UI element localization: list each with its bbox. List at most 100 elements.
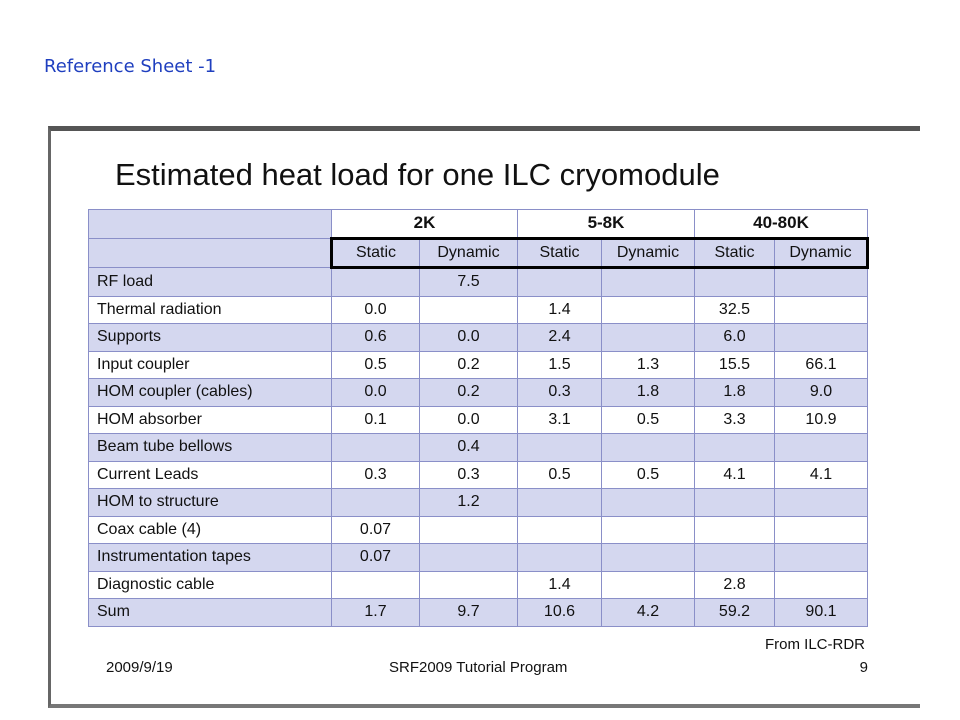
- value-cell: [331, 433, 420, 462]
- value-cell: 0.07: [331, 543, 420, 572]
- value-cell: 0.0: [331, 378, 420, 407]
- value-cell: [774, 543, 868, 572]
- value-cell: [774, 433, 868, 462]
- value-cell: 1.8: [694, 378, 775, 407]
- value-cell: 0.6: [331, 323, 420, 352]
- value-cell: [419, 295, 518, 324]
- value-cell: 3.3: [694, 405, 775, 434]
- row-label: Beam tube bellows: [88, 433, 332, 462]
- value-cell: 0.3: [419, 460, 518, 489]
- subheader-cell: Dynamic: [601, 236, 695, 269]
- value-cell: 0.0: [331, 295, 420, 324]
- table-body: RF load 7.5 Thermal radiation 0.0 1.4 32.5 Sup…: [88, 267, 868, 627]
- value-cell: 10.9: [774, 405, 868, 434]
- value-cell: 0.07: [331, 515, 420, 544]
- table-row: RF load 7.5: [88, 267, 868, 297]
- footer-program: SRF2009 Tutorial Program: [389, 659, 568, 676]
- value-cell: 4.1: [774, 460, 868, 489]
- subheader-cell: Dynamic: [419, 236, 518, 269]
- value-cell: [601, 267, 695, 297]
- group-header-2k: 2K: [331, 209, 518, 239]
- value-cell: 1.3: [601, 350, 695, 379]
- slide-title: Estimated heat load for one ILC cryomodu…: [115, 157, 720, 192]
- value-cell: [331, 267, 420, 297]
- value-cell: 3.1: [517, 405, 602, 434]
- value-cell: [517, 543, 602, 572]
- value-cell: 0.1: [331, 405, 420, 434]
- value-cell: 9.0: [774, 378, 868, 407]
- value-cell: 0.4: [419, 433, 518, 462]
- value-cell: 32.5: [694, 295, 775, 324]
- value-cell: [419, 543, 518, 572]
- value-cell: [517, 488, 602, 517]
- source-note: From ILC-RDR: [765, 636, 865, 653]
- table-group-header-row: 2K 5-8K 40-80K: [88, 209, 868, 239]
- table-row: Coax cable (4) 0.07: [88, 515, 868, 544]
- value-cell: 59.2: [694, 598, 775, 627]
- reference-sheet-title: Reference Sheet -1: [44, 56, 217, 77]
- value-cell: [694, 543, 775, 572]
- value-cell: 2.4: [517, 323, 602, 352]
- value-cell: 0.5: [331, 350, 420, 379]
- value-cell: [601, 433, 695, 462]
- value-cell: [774, 323, 868, 352]
- table-row: Supports 0.6 0.0 2.4 6.0: [88, 323, 868, 352]
- row-label: Sum: [88, 598, 332, 627]
- table-row: HOM absorber 0.1 0.0 3.1 0.5 3.3 10.9: [88, 405, 868, 434]
- value-cell: [601, 295, 695, 324]
- value-cell: 0.5: [517, 460, 602, 489]
- value-cell: 4.2: [601, 598, 695, 627]
- table-subheader-row: Static Dynamic Static Dynamic Static Dyn…: [88, 236, 869, 269]
- row-label: Current Leads: [88, 460, 332, 489]
- table-row: HOM coupler (cables) 0.0 0.2 0.3 1.8 1.8 9.0: [88, 378, 868, 407]
- value-cell: [774, 295, 868, 324]
- value-cell: [694, 433, 775, 462]
- table-row: Diagnostic cable 1.4 2.8: [88, 570, 868, 599]
- value-cell: [601, 543, 695, 572]
- subheader-cell: Static: [694, 236, 775, 269]
- value-cell: 0.3: [517, 378, 602, 407]
- value-cell: 1.2: [419, 488, 518, 517]
- row-label: RF load: [88, 267, 332, 297]
- subheader-cell: Dynamic: [774, 236, 869, 269]
- value-cell: [517, 433, 602, 462]
- value-cell: [774, 570, 868, 599]
- group-header-5-8k: 5-8K: [517, 209, 695, 239]
- subheader-cell: Static: [517, 236, 602, 269]
- row-label: Input coupler: [88, 350, 332, 379]
- value-cell: [601, 570, 695, 599]
- table-row: Input coupler 0.5 0.2 1.5 1.3 15.5 66.1: [88, 350, 868, 379]
- table-row: Sum 1.7 9.7 10.6 4.2 59.2 90.1: [88, 598, 868, 627]
- value-cell: [694, 267, 775, 297]
- value-cell: [694, 488, 775, 517]
- table-row: Current Leads 0.3 0.3 0.5 0.5 4.1 4.1: [88, 460, 868, 489]
- row-label: Thermal radiation: [88, 295, 332, 324]
- value-cell: [331, 570, 420, 599]
- row-label: HOM coupler (cables): [88, 378, 332, 407]
- value-cell: [774, 267, 868, 297]
- slide-image: Estimated heat load for one ILC cryomodu…: [48, 126, 920, 708]
- row-label: HOM to structure: [88, 488, 332, 517]
- footer-page-number: 9: [859, 659, 868, 676]
- value-cell: 1.5: [517, 350, 602, 379]
- value-cell: 0.3: [331, 460, 420, 489]
- value-cell: [601, 323, 695, 352]
- row-label: Coax cable (4): [88, 515, 332, 544]
- subheader-cell: Static: [330, 236, 420, 269]
- value-cell: 7.5: [419, 267, 518, 297]
- value-cell: [601, 515, 695, 544]
- row-label: HOM absorber: [88, 405, 332, 434]
- value-cell: 0.5: [601, 460, 695, 489]
- value-cell: [774, 488, 868, 517]
- value-cell: [517, 267, 602, 297]
- table-row: Instrumentation tapes 0.07: [88, 543, 868, 572]
- table-row: Thermal radiation 0.0 1.4 32.5: [88, 295, 868, 324]
- heat-load-table: 2K 5-8K 40-80K Static Dynamic Static Dyn…: [88, 209, 869, 627]
- value-cell: [331, 488, 420, 517]
- value-cell: 90.1: [774, 598, 868, 627]
- value-cell: 66.1: [774, 350, 868, 379]
- value-cell: 9.7: [419, 598, 518, 627]
- value-cell: 0.5: [601, 405, 695, 434]
- table-corner-cell-2: [88, 237, 332, 268]
- footer-date: 2009/9/19: [106, 659, 173, 676]
